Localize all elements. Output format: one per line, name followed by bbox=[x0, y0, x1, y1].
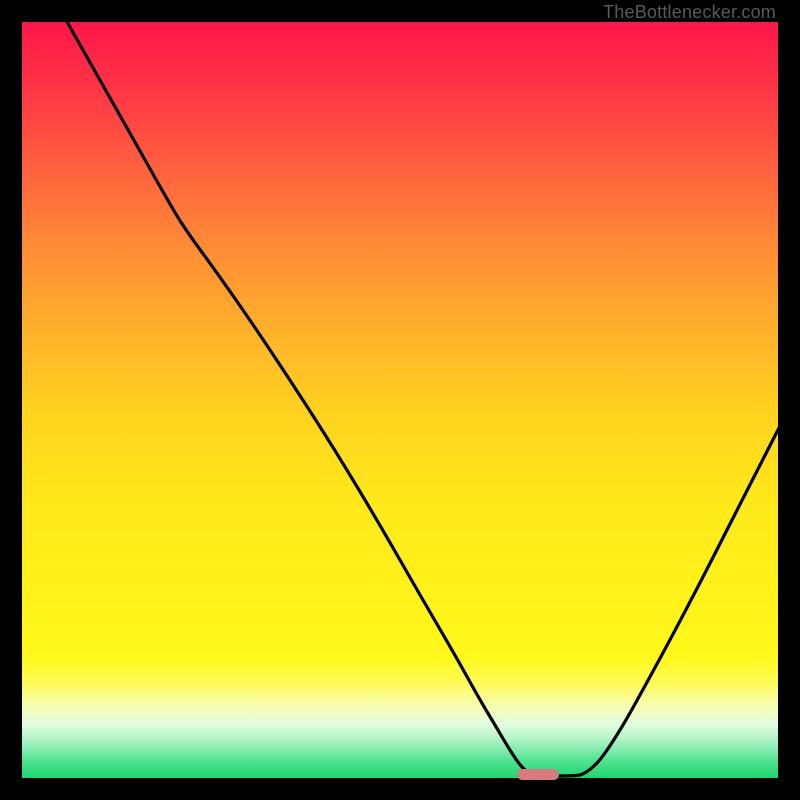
watermark-text: TheBottlenecker.com bbox=[603, 2, 776, 23]
optimum-marker bbox=[517, 769, 559, 780]
gradient-main bbox=[22, 22, 778, 657]
gradient-background bbox=[22, 22, 778, 778]
gradient-bottom-band bbox=[22, 657, 778, 778]
plot-frame bbox=[20, 20, 780, 780]
